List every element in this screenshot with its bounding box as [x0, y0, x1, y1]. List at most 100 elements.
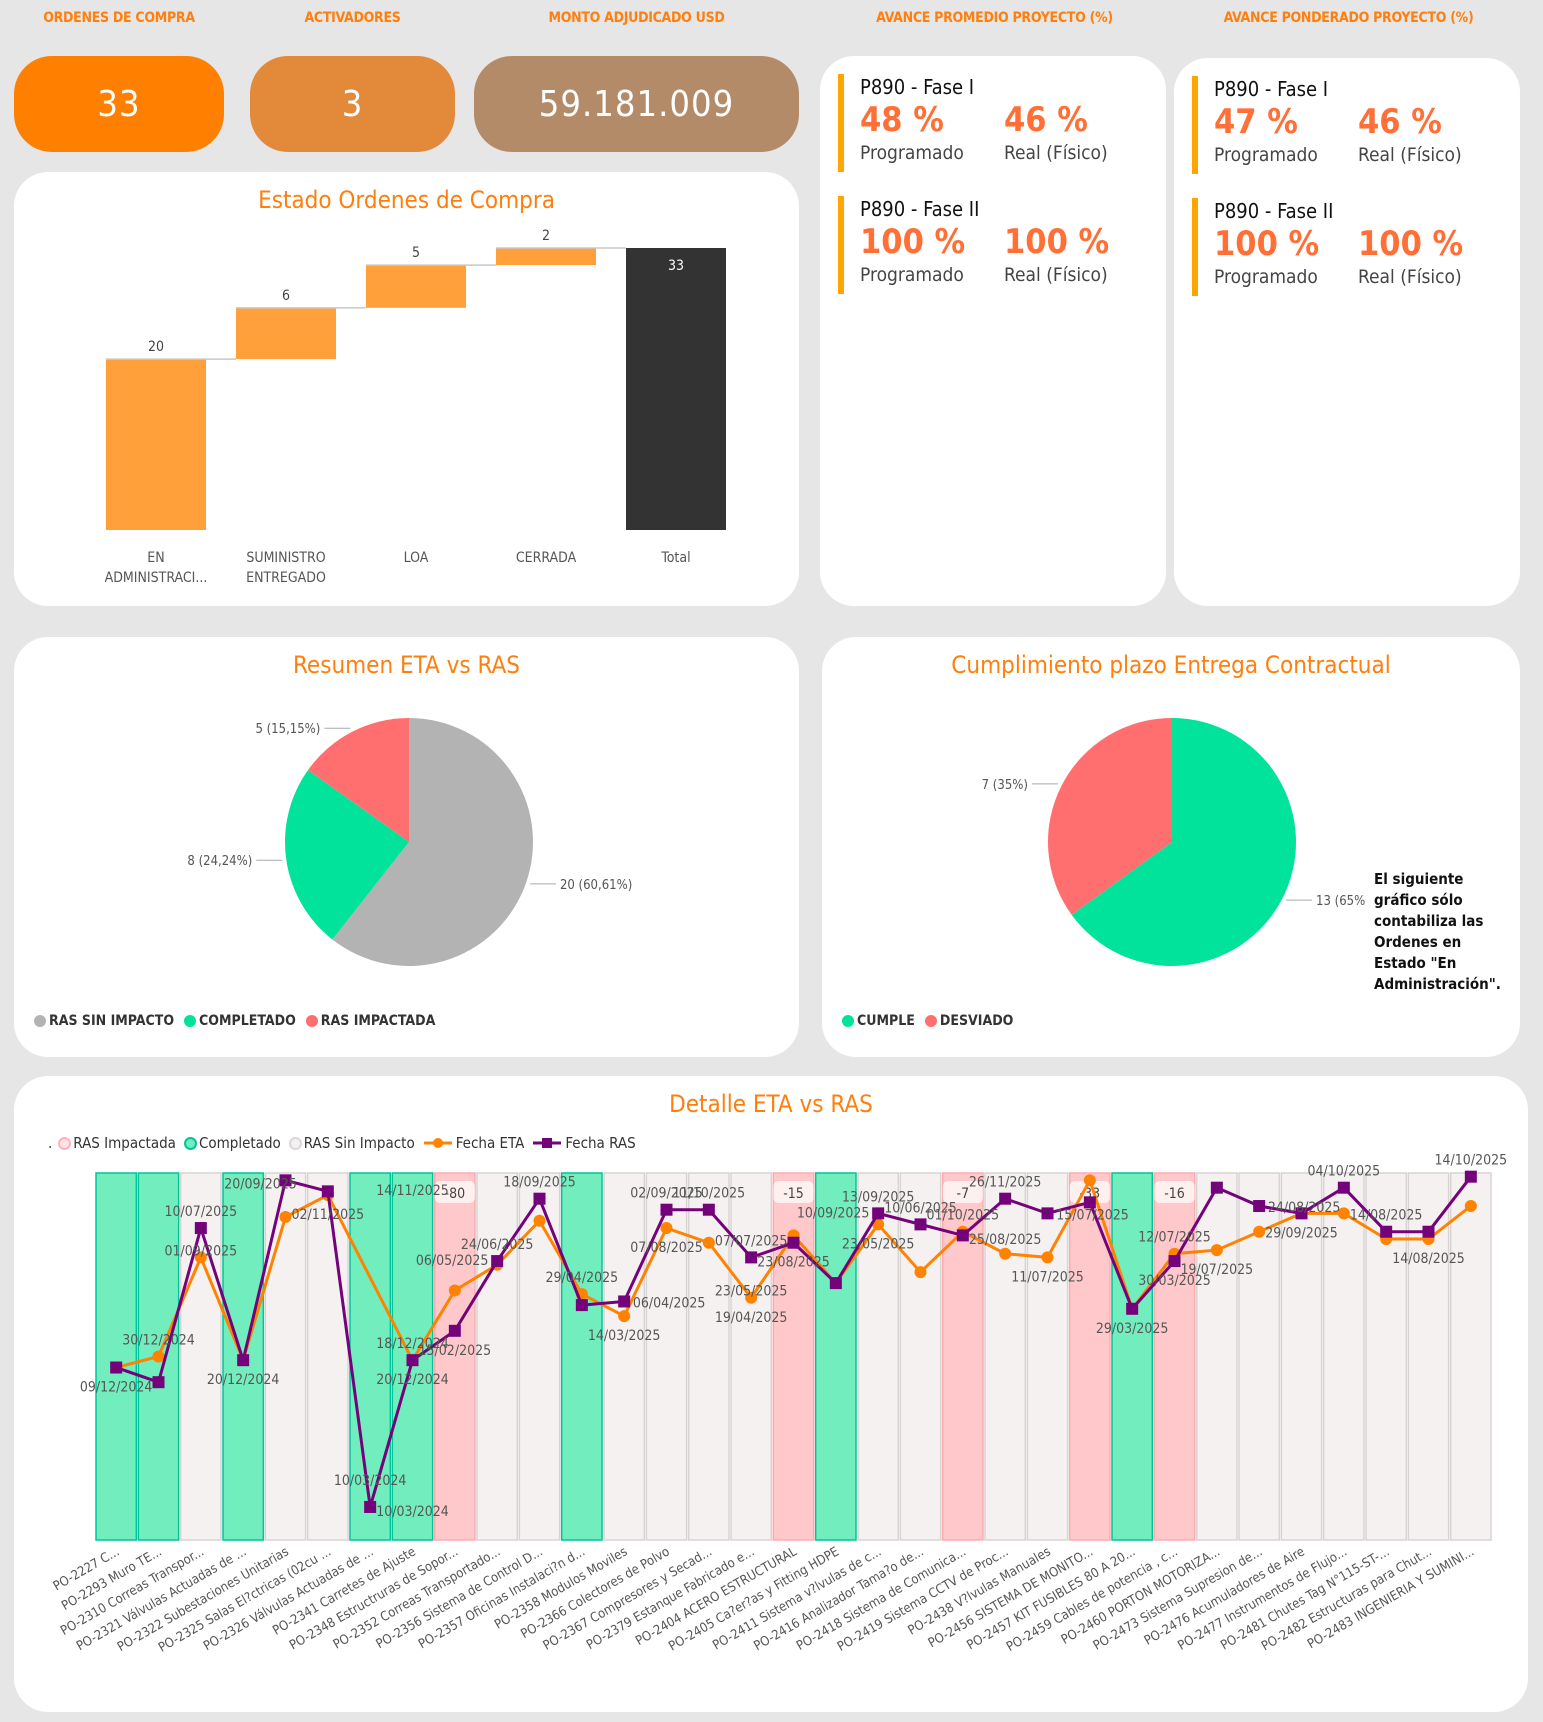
kpi-monto-value[interactable]: 59.181.009	[474, 56, 799, 152]
ring-icon	[288, 1136, 302, 1150]
waterfall-data-label: 20	[148, 339, 164, 355]
waterfall-bar-0	[106, 359, 206, 530]
cumplimiento-title: Cumplimiento plazo Entrega Contractual	[951, 651, 1391, 679]
cumplimiento-legend: CUMPLE DESVIADO	[842, 1013, 1019, 1029]
pie-slice-ras-sin-impacto	[332, 718, 533, 966]
ring-icon	[58, 1136, 72, 1150]
avance-promedio-card: P890 - Fase I 48 % Programado 46 % Real (F…	[820, 56, 1166, 606]
legend-item-ras-sin-impacto[interactable]: RAS Sin Impacto	[288, 1134, 415, 1152]
legend-dot	[305, 1015, 318, 1027]
legend-item-completado[interactable]: Completado	[183, 1134, 281, 1152]
pie-data-label: 13 (65%	[1316, 894, 1365, 909]
phase-name: P890 - Fase I	[1214, 77, 1329, 101]
legend-item-cumple[interactable]: CUMPLE	[842, 1013, 915, 1029]
note-line: El siguiente	[1374, 870, 1464, 888]
programado-value: 100 %	[860, 222, 966, 262]
legend-dot	[34, 1015, 46, 1027]
legend-item-ras-sin-impacto[interactable]: RAS SIN IMPACTO	[34, 1013, 174, 1029]
programado-label: Programado	[860, 142, 964, 164]
waterfall-bar-3	[496, 248, 596, 266]
waterfall-data-label: 5	[412, 245, 420, 261]
legend-label: Completado	[198, 1134, 281, 1152]
kpi-ordenes-value[interactable]: 33	[14, 56, 224, 152]
programado-value: 47 %	[1214, 102, 1298, 142]
kpi-header-activadores: ACTIVADORES	[304, 10, 401, 26]
estado-ordenes-title: Estado Ordenes de Compra	[258, 186, 555, 214]
waterfall-bar-2	[366, 265, 466, 308]
legend-item-desviado[interactable]: DESVIADO	[924, 1013, 1014, 1029]
real-label: Real (Físico)	[1358, 144, 1462, 166]
avance-ponderado-card: P890 - Fase I 47 % Programado 46 % Real (F…	[1174, 58, 1520, 606]
waterfall-category-label: LOA	[404, 550, 429, 566]
pie-data-label: 5 (15,15%)	[255, 722, 320, 737]
kpi-header-avance-ponderado: AVANCE PONDERADO PROYECTO (%)	[1223, 10, 1474, 26]
cumplimiento-pie-chart: 13 (65% 7 (35%)	[982, 718, 1365, 966]
programado-label: Programado	[1214, 144, 1318, 166]
phase-name: P890 - Fase II	[860, 197, 980, 221]
note-line: Ordenes en	[1374, 933, 1462, 951]
legend-dot	[184, 1015, 197, 1027]
real-label: Real (Físico)	[1004, 142, 1108, 164]
avance-ponderado-phase-1: P890 - Fase I 47 % Programado 46 % Real (F…	[1192, 76, 1502, 174]
real-label: Real (Físico)	[1004, 264, 1108, 286]
legend-item-fecha-eta[interactable]: Fecha ETA	[423, 1134, 524, 1152]
real-value: 100 %	[1358, 224, 1464, 264]
detalle-eta-ras-title: Detalle ETA vs RAS	[669, 1090, 873, 1118]
waterfall-data-label: 6	[282, 288, 290, 304]
legend-item-fecha-ras[interactable]: Fecha RAS	[532, 1134, 636, 1152]
legend-label: RAS SIN IMPACTO	[49, 1013, 175, 1029]
real-value: 46 %	[1004, 100, 1088, 140]
resumen-eta-ras-card: Resumen ETA vs RAS 20 (60,61%) 8 (24,24%)…	[14, 637, 799, 1057]
legend-item-ras-impactada[interactable]: RAS Impactada	[58, 1134, 176, 1152]
programado-label: Programado	[860, 264, 964, 286]
legend-label: DESVIADO	[939, 1013, 1014, 1029]
note-line: Administración".	[1374, 975, 1501, 993]
real-label: Real (Físico)	[1358, 266, 1462, 288]
programado-label: Programado	[1214, 266, 1318, 288]
resumen-eta-ras-title: Resumen ETA vs RAS	[293, 651, 520, 679]
legend-label: CUMPLE	[857, 1013, 915, 1029]
line-square-icon	[533, 1138, 562, 1148]
waterfall-category-label: SUMINISTRO	[246, 550, 325, 566]
legend-label: RAS Impactada	[73, 1134, 176, 1152]
waterfall-category-label: Total	[660, 550, 690, 566]
pie-slice-ras-impactada	[307, 718, 409, 842]
estado-ordenes-card: Estado Ordenes de Compra 20 EN ADMINISTRAC…	[14, 172, 799, 606]
legend-label: Fecha RAS	[565, 1134, 636, 1152]
real-value: 100 %	[1004, 222, 1110, 262]
programado-value: 100 %	[1214, 224, 1320, 264]
resumen-pie-chart: 20 (60,61%) 8 (24,24%) 5 (15,15%)	[187, 718, 632, 966]
avance-promedio-phase-1: P890 - Fase I 48 % Programado 46 % Real (F…	[838, 74, 1148, 172]
legend-label: RAS IMPACTADA	[320, 1013, 436, 1029]
waterfall-category-label: CERRADA	[516, 550, 577, 566]
real-value: 46 %	[1358, 102, 1442, 142]
pie-slice-cumple	[1071, 718, 1296, 966]
legend-item-ras-impactada[interactable]: RAS IMPACTADA	[305, 1013, 436, 1029]
kpi-header-monto: MONTO ADJUDICADO USD	[548, 10, 725, 26]
avance-ponderado-phase-2: P890 - Fase II 100 % Programado 100 % Real…	[1192, 198, 1502, 296]
phase-name: P890 - Fase I	[860, 75, 975, 99]
phase-name: P890 - Fase II	[1214, 199, 1334, 223]
cumplimiento-card: Cumplimiento plazo Entrega Contractual 1…	[822, 637, 1520, 1057]
pie-slice-completado	[285, 770, 409, 940]
waterfall-bar-1	[236, 307, 336, 360]
waterfall-chart: 20 EN ADMINISTRACI... 6 SUMINISTRO ENTREGADO 5…	[105, 228, 726, 586]
legend-item-completado[interactable]: COMPLETADO	[184, 1013, 296, 1029]
cumplimiento-note: El siguiente gráfico sólo contabiliza las O…	[1374, 869, 1501, 995]
kpi-header-ordenes: ORDENES DE COMPRA	[43, 10, 195, 26]
resumen-legend: RAS SIN IMPACTO COMPLETADO RAS IMPACTADA	[34, 1013, 441, 1029]
legend-dot	[924, 1015, 937, 1027]
note-line: contabiliza las	[1374, 912, 1484, 930]
avance-promedio-phase-2: P890 - Fase II 100 % Programado 100 % Real…	[838, 196, 1148, 294]
waterfall-category-label: ENTREGADO	[246, 570, 326, 586]
waterfall-data-label: 33	[668, 258, 684, 274]
kpi-activadores-value[interactable]: 3	[250, 56, 455, 152]
ring-icon	[183, 1136, 197, 1150]
legend-label: COMPLETADO	[199, 1013, 296, 1029]
programado-value: 48 %	[860, 100, 944, 140]
detalle-eta-ras-card: Detalle ETA vs RAS	[14, 1076, 1528, 1712]
kpi-header-avance-promedio: AVANCE PROMEDIO PROYECTO (%)	[876, 10, 1113, 26]
waterfall-bar-4	[626, 248, 726, 530]
pie-slice-desviado	[1048, 718, 1172, 915]
note-line: gráfico sólo	[1374, 891, 1463, 909]
